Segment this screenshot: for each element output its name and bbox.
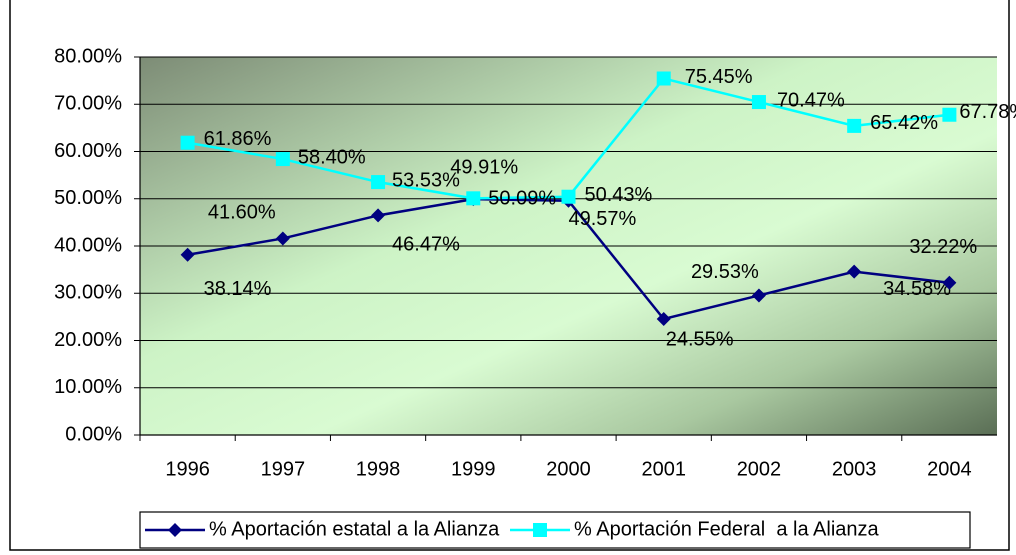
data-label: 65.42% bbox=[870, 112, 938, 134]
marker bbox=[466, 191, 481, 206]
legend-marker bbox=[533, 523, 547, 537]
marker bbox=[751, 288, 766, 303]
y-tick-label: 50.00% bbox=[54, 187, 122, 209]
marker bbox=[656, 71, 671, 86]
data-label: 46.47% bbox=[392, 234, 460, 256]
x-tick-label: 1997 bbox=[261, 458, 306, 480]
data-label: 49.91% bbox=[450, 156, 518, 178]
marker bbox=[371, 175, 386, 190]
legend-label: % Aportación Federal a la Alianza bbox=[574, 518, 880, 540]
data-label: 50.09% bbox=[488, 188, 556, 210]
y-tick-label: 70.00% bbox=[54, 93, 122, 115]
data-label: 34.58% bbox=[883, 278, 951, 300]
marker bbox=[561, 189, 576, 204]
marker bbox=[942, 107, 957, 122]
marker bbox=[847, 118, 862, 133]
data-label: 29.53% bbox=[691, 261, 759, 283]
marker bbox=[942, 275, 957, 290]
marker bbox=[275, 152, 290, 167]
data-label: 24.55% bbox=[666, 328, 734, 350]
marker bbox=[371, 208, 386, 223]
marker bbox=[180, 135, 195, 150]
y-tick-label: 30.00% bbox=[54, 282, 122, 304]
y-tick-label: 20.00% bbox=[54, 329, 122, 351]
x-tick-label: 1999 bbox=[451, 458, 496, 480]
marker bbox=[847, 264, 862, 279]
legend-label: % Aportación estatal a la Alianza bbox=[209, 518, 500, 540]
y-tick-label: 0.00% bbox=[65, 423, 122, 445]
marker bbox=[180, 247, 195, 262]
data-label: 32.22% bbox=[909, 236, 977, 258]
data-label: 67.78% bbox=[959, 101, 1016, 123]
legend: % Aportación estatal a la Alianza % Apor… bbox=[139, 511, 971, 549]
x-tick-label: 1996 bbox=[165, 458, 210, 480]
x-tick-label: 1998 bbox=[356, 458, 401, 480]
x-tick-label: 2000 bbox=[546, 458, 591, 480]
marker bbox=[656, 312, 671, 327]
x-tick-label: 2002 bbox=[737, 458, 782, 480]
data-label: 53.53% bbox=[392, 169, 460, 191]
data-label: 49.57% bbox=[569, 208, 637, 230]
y-tick-label: 60.00% bbox=[54, 140, 122, 162]
y-tick-label: 10.00% bbox=[54, 376, 122, 398]
marker bbox=[275, 231, 290, 246]
data-label: 58.40% bbox=[298, 146, 366, 168]
data-label: 50.43% bbox=[585, 184, 653, 206]
marker bbox=[751, 95, 766, 110]
legend-marker bbox=[168, 523, 182, 537]
data-label: 70.47% bbox=[777, 89, 845, 111]
data-label: 75.45% bbox=[685, 66, 753, 88]
y-tick-label: 40.00% bbox=[54, 234, 122, 256]
x-tick-label: 2004 bbox=[927, 458, 972, 480]
x-tick-label: 2001 bbox=[641, 458, 686, 480]
x-tick-label: 2003 bbox=[832, 458, 877, 480]
data-label: 38.14% bbox=[204, 278, 272, 300]
y-tick-label: 80.00% bbox=[54, 45, 122, 67]
data-label: 41.60% bbox=[208, 202, 276, 224]
data-label: 61.86% bbox=[204, 128, 272, 150]
